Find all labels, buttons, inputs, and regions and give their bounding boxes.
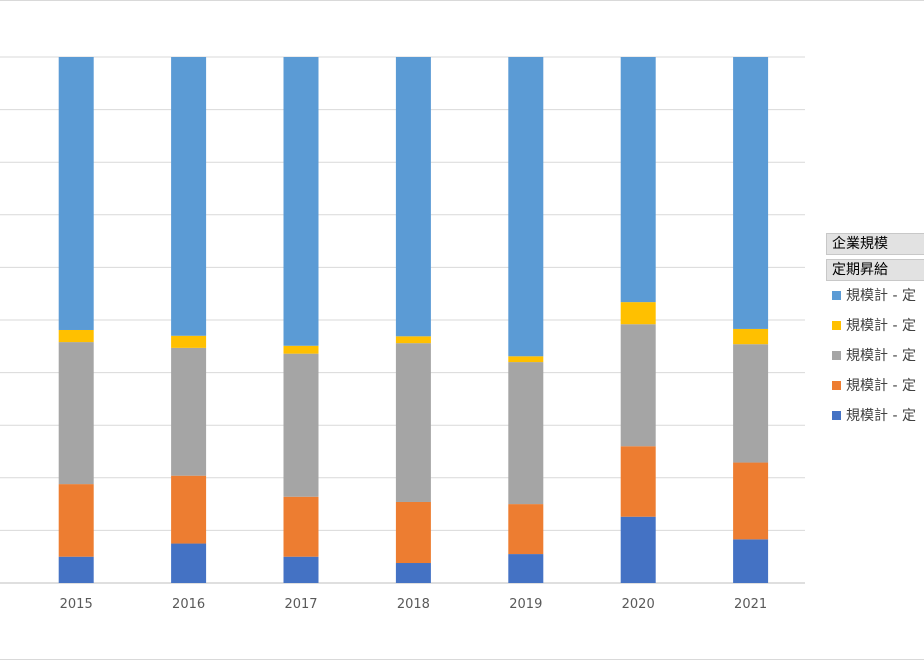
legend-item-5: 規模計 - 定 — [832, 406, 924, 426]
bar-segment-2016-series-1[interactable] — [171, 543, 207, 583]
bar-segment-2021-series-2[interactable] — [733, 462, 769, 540]
bar-segment-2019-series-5[interactable] — [508, 57, 544, 357]
bar-segment-2015-series-2[interactable] — [58, 484, 94, 557]
legend-item-label: 規模計 - 定 — [846, 408, 916, 424]
legend-swatch — [832, 291, 841, 300]
bar-segment-2020-series-3[interactable] — [620, 324, 656, 447]
bar-segment-2015-series-4[interactable] — [58, 329, 94, 343]
bar-segment-2017-series-2[interactable] — [283, 496, 319, 557]
bar-segment-2019-series-4[interactable] — [508, 356, 544, 363]
bar-segment-2017-series-5[interactable] — [283, 57, 319, 346]
bar-segment-2018-series-4[interactable] — [395, 336, 431, 344]
x-tick-label: 2018 — [397, 597, 430, 612]
legend-swatch — [832, 381, 841, 390]
bar-segment-2019-series-2[interactable] — [508, 504, 544, 555]
bar-segment-2021-series-3[interactable] — [733, 344, 769, 463]
legend-item-1: 規模計 - 定 — [832, 286, 924, 306]
legend-item-4: 規模計 - 定 — [832, 376, 924, 396]
bar-segment-2021-series-4[interactable] — [733, 328, 769, 345]
x-tick-label: 2016 — [172, 597, 205, 612]
bar-segment-2021-series-1[interactable] — [733, 539, 769, 583]
bar-segment-2019-series-3[interactable] — [508, 362, 544, 505]
legend-field-button-company-size[interactable]: 企業規模 — [826, 233, 924, 255]
bar-segment-2016-series-2[interactable] — [171, 475, 207, 544]
bar-segment-2015-series-1[interactable] — [58, 556, 94, 583]
x-tick-label: 2017 — [284, 597, 317, 612]
x-tick-label: 2021 — [734, 597, 767, 612]
x-tick-label: 2019 — [509, 597, 542, 612]
bar-segment-2018-series-1[interactable] — [395, 563, 431, 583]
legend-item-label: 規模計 - 定 — [846, 348, 916, 364]
legend-swatch — [832, 321, 841, 330]
bar-segment-2017-series-4[interactable] — [283, 345, 319, 354]
legend-item-3: 規模計 - 定 — [832, 346, 924, 366]
bar-segment-2015-series-5[interactable] — [58, 57, 94, 330]
legend-item-label: 規模計 - 定 — [846, 378, 916, 394]
bars — [58, 57, 769, 583]
bar-segment-2018-series-2[interactable] — [395, 502, 431, 564]
bar-segment-2017-series-3[interactable] — [283, 353, 319, 497]
legend-field-button-regular-raise[interactable]: 定期昇給 — [826, 259, 924, 281]
x-axis-tick-labels: 2015 2016 2017 2018 2019 2020 2021 — [60, 597, 767, 612]
bar-segment-2016-series-5[interactable] — [171, 57, 207, 336]
bar-segment-2016-series-3[interactable] — [171, 347, 207, 476]
legend-item-label: 規模計 - 定 — [846, 288, 916, 304]
legend-swatch — [832, 411, 841, 420]
bar-segment-2020-series-2[interactable] — [620, 446, 656, 517]
bar-segment-2018-series-5[interactable] — [395, 57, 431, 337]
bar-segment-2020-series-1[interactable] — [620, 516, 656, 583]
bar-segment-2016-series-4[interactable] — [171, 335, 207, 348]
legend-item-2: 規模計 - 定 — [832, 316, 924, 336]
bar-segment-2015-series-3[interactable] — [58, 342, 94, 485]
bar-segment-2019-series-1[interactable] — [508, 554, 544, 583]
bar-segment-2020-series-4[interactable] — [620, 302, 656, 325]
legend-swatch — [832, 351, 841, 360]
bar-segment-2021-series-5[interactable] — [733, 57, 769, 329]
legend-item-label: 規模計 - 定 — [846, 318, 916, 334]
bar-segment-2020-series-5[interactable] — [620, 57, 656, 303]
x-tick-label: 2020 — [622, 597, 655, 612]
bar-segment-2018-series-3[interactable] — [395, 343, 431, 502]
x-tick-label: 2015 — [60, 597, 93, 612]
bar-segment-2017-series-1[interactable] — [283, 556, 319, 583]
